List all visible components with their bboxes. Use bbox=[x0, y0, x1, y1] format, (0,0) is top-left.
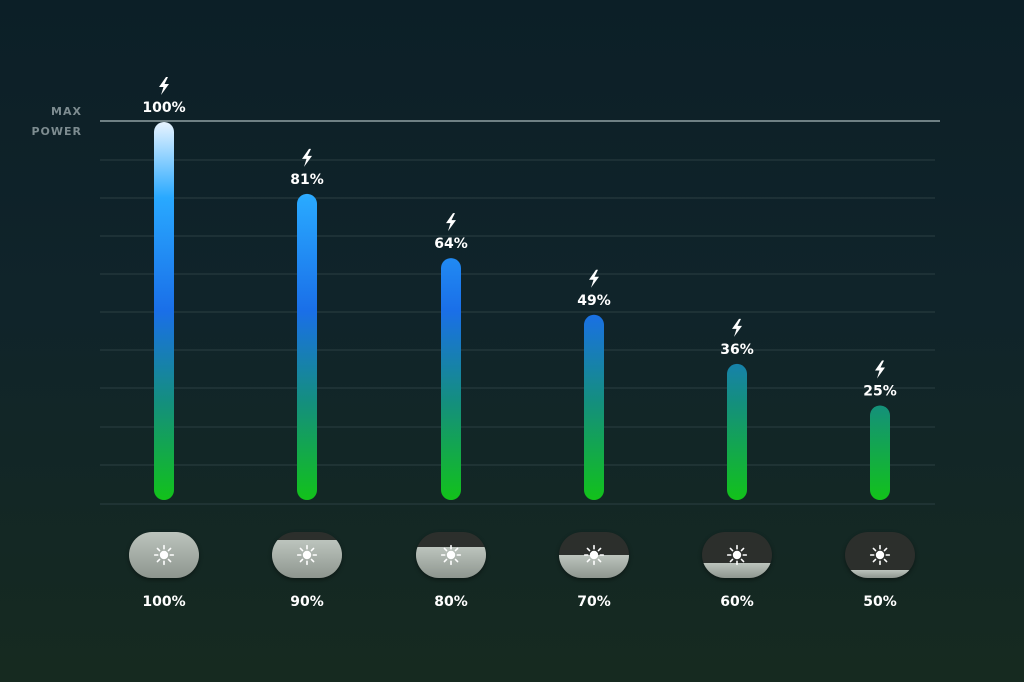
bar bbox=[870, 405, 890, 500]
axis-power-label: POWER bbox=[31, 125, 82, 138]
lightning-bolt-icon bbox=[875, 360, 885, 379]
bar bbox=[727, 363, 747, 500]
lightning-bolt-icon bbox=[159, 77, 169, 95]
brightness-pill bbox=[559, 532, 629, 578]
brightness-label: 60% bbox=[720, 594, 754, 610]
axis-max-label: MAX bbox=[51, 105, 82, 118]
value-labels: 100% 81% 64% 49% 36% 25% bbox=[142, 77, 897, 400]
bar bbox=[584, 314, 604, 500]
brightness-pill bbox=[416, 532, 486, 578]
sun-icon bbox=[726, 544, 748, 566]
bar bbox=[297, 193, 317, 500]
brightness-label: 70% bbox=[577, 594, 611, 610]
brightness-pill bbox=[702, 532, 772, 578]
brightness-pill bbox=[272, 532, 342, 578]
sun-icon bbox=[583, 544, 605, 566]
bar-value-label: 49% bbox=[577, 293, 611, 309]
sun-icon bbox=[440, 544, 462, 566]
lightning-bolt-icon bbox=[732, 318, 742, 337]
brightness-level-fill bbox=[845, 570, 915, 578]
brightness-label: 90% bbox=[290, 594, 324, 610]
brightness-label: 100% bbox=[142, 594, 186, 610]
lightning-bolt-icon bbox=[446, 213, 456, 232]
brightness-level-fill bbox=[559, 555, 629, 578]
bar-value-label: 36% bbox=[720, 342, 754, 358]
brightness-level-fill bbox=[702, 562, 772, 578]
grid-lines bbox=[100, 120, 940, 505]
sun-icon bbox=[869, 544, 891, 566]
brightness-label: 80% bbox=[434, 594, 468, 610]
bar-value-label: 64% bbox=[434, 236, 468, 252]
brightness-label: 50% bbox=[863, 594, 897, 610]
brightness-pill bbox=[845, 532, 915, 578]
bar-value-label: 81% bbox=[290, 172, 324, 188]
sun-icon bbox=[296, 544, 318, 566]
bar bbox=[154, 122, 174, 500]
bar bbox=[441, 258, 461, 500]
lightning-bolt-icon bbox=[302, 148, 312, 167]
brightness-pill bbox=[129, 532, 199, 578]
bar-value-label: 25% bbox=[863, 384, 897, 400]
bar-value-label: 100% bbox=[142, 100, 185, 116]
bars bbox=[154, 122, 890, 500]
lightning-bolt-icon bbox=[589, 269, 599, 288]
sun-icon bbox=[153, 544, 175, 566]
